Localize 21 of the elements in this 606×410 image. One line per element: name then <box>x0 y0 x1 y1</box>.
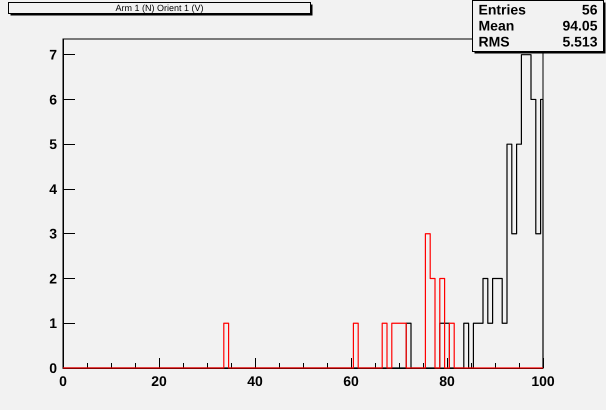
x-tick-label: 0 <box>59 373 68 389</box>
x-tick-label: 60 <box>343 373 359 389</box>
x-tick-label: 20 <box>151 373 167 389</box>
text: Entries <box>478 2 526 18</box>
y-tick-label: 3 <box>49 226 58 242</box>
y-tick-label: 4 <box>49 180 58 197</box>
y-tick-label: 1 <box>49 315 58 332</box>
y-tick-label: 6 <box>49 91 58 108</box>
text: Mean <box>478 18 514 34</box>
y-tick-label: 7 <box>49 46 58 63</box>
text: 5.513 <box>562 34 598 50</box>
x-tick-label: 40 <box>247 373 263 389</box>
text: 94.05 <box>562 18 598 34</box>
x-tick-label: 80 <box>439 373 455 389</box>
y-tick-label: 0 <box>49 360 58 376</box>
y-tick-label: 5 <box>49 136 58 152</box>
y-tick-label: 2 <box>49 270 58 286</box>
chart-title: Arm 1 (N) Orient 1 (V) <box>115 3 204 13</box>
annotation: RMS <box>478 34 510 50</box>
x-tick-label: 100 <box>531 373 555 389</box>
text: 56 <box>582 2 598 18</box>
